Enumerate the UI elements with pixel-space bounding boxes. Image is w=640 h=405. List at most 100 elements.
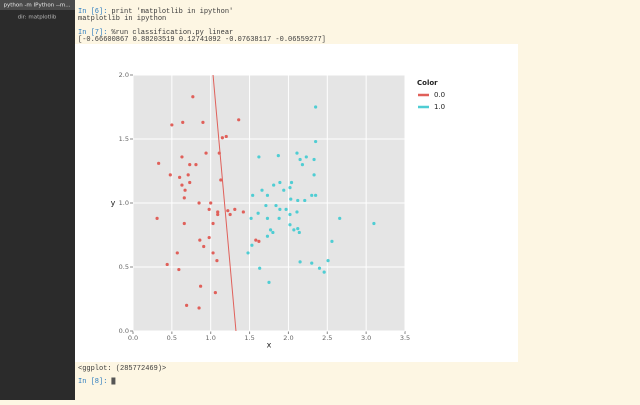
data-point [226, 209, 230, 213]
legend-label: 1.0 [434, 103, 445, 111]
y-tick-label: 2.0 [119, 71, 129, 79]
data-point [220, 136, 224, 140]
data-point [298, 157, 302, 162]
data-point [257, 155, 261, 159]
data-point [271, 230, 275, 235]
data-point [181, 120, 185, 124]
prompt: In [8]: [78, 378, 107, 386]
data-point [175, 251, 179, 255]
data-point [260, 188, 264, 192]
data-point [183, 188, 187, 192]
tab[interactable] [0, 0, 75, 10]
data-point [312, 157, 316, 162]
data-point [202, 244, 206, 249]
data-point [170, 123, 174, 127]
data-point [303, 198, 307, 203]
data-point [296, 227, 300, 231]
data-point [256, 211, 260, 215]
data-point [268, 228, 273, 232]
data-point [219, 178, 223, 182]
x-axis-label: x [267, 341, 272, 350]
data-point [312, 173, 316, 177]
data-point [265, 234, 270, 238]
data-point [249, 216, 253, 220]
data-point [211, 251, 215, 255]
data-point [185, 303, 189, 307]
data-point [314, 193, 318, 197]
data-point [278, 180, 282, 185]
data-point [155, 216, 159, 220]
data-point [310, 193, 314, 197]
data-point [272, 183, 276, 187]
data-point [300, 163, 305, 167]
command: %run classification.py linear [111, 29, 233, 37]
data-point [198, 238, 202, 242]
x-tick-label: 3.0 [361, 334, 371, 342]
tab-title[interactable]: python -m IPython --m... [3, 3, 70, 9]
data-point [182, 221, 186, 226]
data-point [278, 207, 282, 211]
data-point [282, 188, 286, 192]
cursor [111, 377, 116, 385]
data-point [186, 173, 190, 177]
output: <ggplot: (285772469)> [78, 365, 166, 373]
data-point [304, 155, 308, 159]
data-point [284, 207, 288, 211]
terminal-text: In [6]: print 'matplotlib in ipython'matp… [78, 8, 326, 386]
x-tick-label: 1.0 [206, 334, 216, 342]
boundary-line [212, 74, 237, 332]
data-point [265, 216, 270, 220]
data-point [188, 180, 192, 185]
data-point [314, 139, 318, 144]
data-point [267, 280, 271, 284]
data-point [276, 154, 280, 158]
data-point [274, 203, 278, 208]
data-point [296, 198, 300, 203]
data-point [288, 212, 292, 217]
data-point [233, 207, 237, 211]
data-point [194, 163, 198, 167]
data-point [215, 259, 219, 263]
y-tick-label: 1.0 [119, 199, 129, 207]
data-point [207, 207, 211, 211]
x-tick-label: 3.5 [400, 334, 410, 342]
data-point [289, 180, 294, 185]
data-point [257, 239, 261, 243]
data-point [199, 284, 203, 288]
data-point [191, 95, 195, 99]
data-point [168, 173, 172, 177]
data-point [216, 212, 220, 217]
command: print 'matplotlib in ipython' [111, 8, 233, 16]
data-point [180, 155, 184, 159]
data-point [254, 238, 258, 242]
data-point [188, 163, 192, 167]
x-tick-label: 0.0 [128, 334, 138, 342]
data-point [310, 261, 314, 265]
data-point [295, 210, 299, 214]
data-point [295, 151, 299, 155]
data-point [177, 267, 181, 272]
x-tick-label: 1.5 [244, 334, 254, 342]
data-point [201, 120, 205, 124]
data-point [298, 260, 302, 264]
data-point [224, 134, 228, 139]
data-point [228, 212, 232, 217]
y-tick-label: 0.5 [119, 263, 129, 271]
data-point [277, 216, 281, 220]
data-point [314, 105, 318, 109]
data-point [338, 216, 342, 220]
data-point [237, 118, 241, 122]
data-point [258, 266, 262, 270]
data-point [264, 203, 268, 208]
data-point [288, 186, 292, 190]
chart: 0.0 0.5 1.0 1.5 2.0 2.5 3.0 3.5 0.0 0.5 1.0 1.5 2.0 x… [111, 71, 446, 350]
data-point [157, 161, 161, 165]
data-point [209, 201, 213, 205]
output: [-0.66600867 0.88203519 0.12741092 -0.07… [78, 36, 326, 44]
data-point [197, 201, 201, 205]
data-point [180, 183, 184, 187]
x-tick-label: 2.5 [322, 334, 332, 342]
data-point [246, 251, 250, 255]
output: matplotlib in ipython [78, 15, 166, 23]
